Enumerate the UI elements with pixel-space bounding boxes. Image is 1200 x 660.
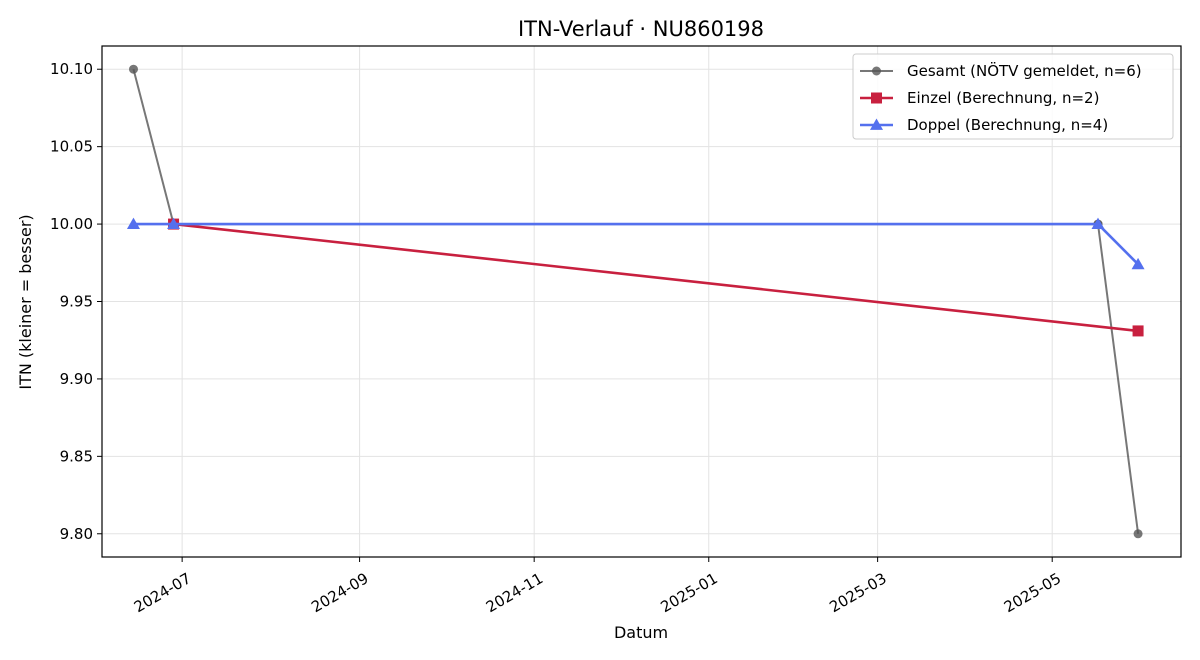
legend-marker	[872, 66, 881, 76]
y-tick-label: 10.00	[50, 215, 93, 233]
x-axis: 2024-07 2024-09 2024-11 2025-01 2025-03 2025-…	[131, 557, 1064, 616]
x-tick-label: 2025-01	[657, 569, 720, 616]
data-point	[128, 64, 138, 74]
data-point	[1132, 325, 1144, 337]
y-axis-label: ITN (kleiner = besser)	[16, 214, 35, 389]
series-3	[126, 217, 1145, 270]
series-layer	[126, 64, 1145, 539]
x-axis-label: Datum	[614, 623, 668, 642]
legend-label: Gesamt (NÖTV gemeldet, n=6)	[907, 61, 1142, 80]
x-tick-label: 2025-05	[1001, 569, 1064, 616]
series-line	[173, 222, 1139, 333]
y-tick-label: 10.05	[50, 138, 93, 156]
legend-label: Einzel (Berechnung, n=2)	[907, 89, 1099, 107]
x-tick-label: 2025-03	[826, 569, 889, 616]
data-point	[1131, 257, 1145, 270]
y-tick-label: 10.10	[50, 60, 93, 78]
y-axis: 9.80 9.85 9.90 9.95 10.00 10.05 10.10	[50, 60, 102, 543]
legend: Gesamt (NÖTV gemeldet, n=6) Einzel (Berec…	[852, 53, 1174, 140]
data-point	[1133, 529, 1143, 539]
series-2	[168, 218, 1144, 337]
y-tick-label: 9.95	[60, 293, 93, 311]
y-tick-label: 9.80	[60, 525, 93, 543]
data-point	[126, 217, 140, 229]
x-tick-label: 2024-11	[483, 569, 546, 616]
series-line	[133, 222, 1140, 266]
chart-title: ITN-Verlauf · NU860198	[518, 17, 764, 41]
legend-marker	[871, 92, 882, 104]
data-point	[167, 217, 181, 229]
legend-box	[852, 53, 1174, 140]
legend-label: Doppel (Berechnung, n=4)	[907, 116, 1108, 134]
x-tick-label: 2024-07	[131, 569, 194, 616]
legend-marker	[870, 118, 883, 130]
x-tick-label: 2024-09	[308, 569, 371, 616]
y-tick-label: 9.85	[60, 447, 93, 465]
y-tick-label: 9.90	[60, 370, 93, 388]
data-point	[1091, 217, 1105, 229]
